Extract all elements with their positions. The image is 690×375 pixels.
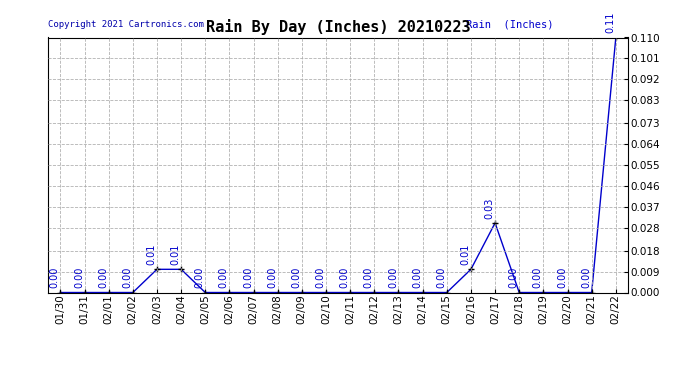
Text: 0.00: 0.00	[581, 267, 591, 288]
Text: 0.00: 0.00	[219, 267, 229, 288]
Text: 0.00: 0.00	[98, 267, 108, 288]
Text: 0.03: 0.03	[484, 197, 495, 219]
Text: 0.00: 0.00	[509, 267, 519, 288]
Text: 0.00: 0.00	[267, 267, 277, 288]
Text: 0.00: 0.00	[364, 267, 374, 288]
Text: 0.01: 0.01	[170, 244, 181, 265]
Text: 0.00: 0.00	[412, 267, 422, 288]
Text: 0.00: 0.00	[339, 267, 350, 288]
Text: 0.00: 0.00	[557, 267, 567, 288]
Text: 0.11: 0.11	[605, 12, 615, 33]
Text: Rain  (Inches): Rain (Inches)	[466, 20, 553, 30]
Text: 0.01: 0.01	[146, 244, 157, 265]
Text: 0.00: 0.00	[388, 267, 398, 288]
Text: 0.00: 0.00	[74, 267, 84, 288]
Text: Copyright 2021 Cartronics.com: Copyright 2021 Cartronics.com	[48, 20, 204, 28]
Text: 0.00: 0.00	[195, 267, 205, 288]
Text: 0.00: 0.00	[436, 267, 446, 288]
Text: 0.00: 0.00	[315, 267, 326, 288]
Title: Rain By Day (Inches) 20210223: Rain By Day (Inches) 20210223	[206, 19, 471, 35]
Text: 0.01: 0.01	[460, 244, 471, 265]
Text: 0.00: 0.00	[533, 267, 543, 288]
Text: 0.00: 0.00	[50, 267, 60, 288]
Text: 0.00: 0.00	[243, 267, 253, 288]
Text: 0.00: 0.00	[291, 267, 302, 288]
Text: 0.00: 0.00	[122, 267, 132, 288]
